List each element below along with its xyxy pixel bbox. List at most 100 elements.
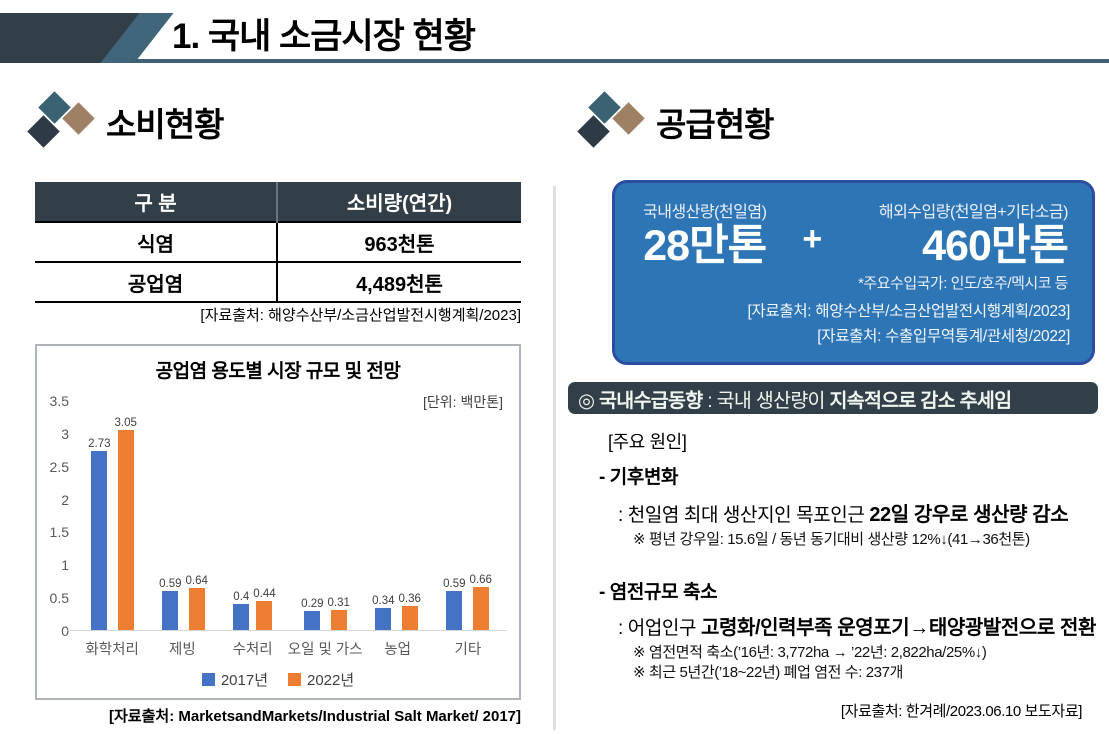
legend-item: 2022년: [288, 669, 354, 690]
cause-saltfarm-note1: ※ 염전면적 축소(’16년: 3,772ha → ’22년: 2,822ha/…: [633, 644, 987, 661]
bar-column: 0.4: [233, 590, 250, 630]
bar-column: 0.59: [443, 578, 466, 630]
y-tick-label: 3.5: [49, 393, 69, 409]
bar-column: 0.31: [328, 597, 350, 630]
chart-baseline: [67, 630, 507, 631]
bar-value-label: 0.34: [372, 594, 395, 607]
bar-value-label: 0.29: [301, 597, 324, 610]
bar-column: 0.59: [159, 578, 182, 630]
category-label: 수처리: [232, 642, 273, 658]
cause-climate-line-pre: : 천일염 최대 생산지인 목포인근: [618, 505, 870, 526]
cause-saltfarm-line: : 어업인구 고령화/인력부족 운영포기→태양광발전으로 전환: [618, 611, 1096, 640]
y-tick-label: 2: [61, 491, 69, 508]
table-row: 식염 963천톤: [35, 221, 521, 263]
cause-saltfarm-note2: ※ 최근 5년간(’18~22년) 폐업 염전 수: 237개: [633, 664, 903, 681]
category-label: 제빙: [169, 642, 196, 658]
cause-climate-note: ※ 평년 강우일: 15.6일 / 동년 동기대비 생산량 12%↓(41→36…: [633, 531, 1030, 548]
y-tick-label: 1.5: [49, 524, 69, 541]
bar-value-label: 0.66: [469, 573, 492, 586]
news-source-caption: [자료출처: 한겨례/2023.06.10 보도자료]: [840, 703, 1082, 720]
table-row: 공업염 4,489천톤: [35, 261, 521, 303]
chart-source-caption: [자료출처: MarketsandMarkets/Industrial Salt…: [109, 708, 521, 725]
cell-amount: 4,489천톤: [277, 261, 521, 303]
trend-badge-bold1: ◎ 국내수급동향: [578, 389, 703, 412]
import-label: 해외수입량(천일염+기타소금): [878, 204, 1069, 221]
bar-2017년-기타: [446, 591, 463, 630]
y-tick-label: 2.5: [49, 458, 69, 475]
supply-heading: 공급현황: [656, 106, 774, 143]
page-title: 1. 국내 소금시장 현황: [172, 17, 476, 56]
bar-value-label: 3.05: [114, 416, 137, 429]
chart-legend: 2017년 2022년: [37, 669, 519, 690]
bar-value-label: 2.73: [88, 437, 111, 450]
bar-2022년-기타: [472, 586, 489, 630]
bar-value-label: 0.36: [398, 593, 421, 606]
bar-value-label: 0.64: [185, 574, 208, 587]
bar-group-기타: 0.59 0.66: [432, 574, 503, 630]
cause-saltfarm-title: - 염전규모 축소: [599, 582, 718, 603]
bar-value-label: 0.31: [327, 596, 350, 609]
y-tick-label: 3: [61, 425, 69, 442]
bar-2022년-제빙: [188, 587, 205, 630]
supply-summary-box: 국내생산량(천일염) 28만톤 + 해외수입량(천일염+기타소금) 460만톤 …: [612, 180, 1095, 365]
chart-title: 공업염 용도별 시장 규모 및 전망: [155, 361, 401, 382]
cause-saltfarm-line-pre: : 어업인구: [618, 618, 701, 639]
legend-label: 2022년: [307, 672, 355, 689]
header-banner: 1. 국내 소금시장 현황: [0, 13, 1109, 63]
industrial-salt-chart: 공업염 용도별 시장 규모 및 전망 [단위: 백만톤] 0 0.5 1 1.5 2 2.…: [35, 344, 521, 700]
diamond-bullet-icon: [26, 91, 98, 154]
bar-column: 3.05: [115, 417, 137, 630]
bar-2022년-화학처리: [117, 429, 134, 630]
category-label: 오일 및 가스: [287, 642, 363, 658]
table-source-caption: [자료출처: 해양수산부/소금산업발전시행계획/2023]: [200, 307, 521, 324]
cell-category: 식염: [35, 221, 278, 263]
bar-2017년-수처리: [233, 603, 250, 630]
bar-2017년-오일 및 가스: [304, 610, 321, 630]
consumption-table: 구 분 소비량(연간) 식염 963천톤 공업염 4,489천톤: [35, 182, 521, 303]
y-tick-label: 0: [61, 623, 69, 639]
cause-saltfarm-line-bold: 고령화/인력부족 운영포기→태양광발전으로 전환: [700, 617, 1097, 639]
chart-y-axis: 0 0.5 1 1.5 2 2.5 3 3.5: [37, 393, 69, 639]
bar-2022년-농업: [401, 606, 418, 630]
bar-2022년-수처리: [256, 601, 273, 630]
bar-column: 0.44: [253, 588, 276, 630]
bar-value-label: 0.59: [443, 578, 466, 591]
bar-column: 0.66: [470, 574, 492, 630]
col-header-category: 구 분: [35, 182, 278, 222]
title-underline: [130, 59, 1109, 63]
cause-climate-line-bold: 22일 강우로 생산량 감소: [869, 504, 1069, 526]
trend-badge-bold2: 지속적으로 감소 추세임: [829, 389, 1013, 412]
y-tick-label: 1: [61, 557, 69, 574]
cell-amount: 963천톤: [277, 221, 521, 263]
column-divider: [553, 186, 556, 730]
bar-group-농업: 0.34 0.36: [361, 593, 432, 630]
plus-sign: +: [802, 220, 823, 258]
supply-row: 국내생산량(천일염) 28만톤 + 해외수입량(천일염+기타소금) 460만톤 …: [615, 183, 1092, 293]
legend-swatch: [288, 673, 301, 686]
category-label: 화학처리: [85, 642, 139, 658]
legend-label: 2017년: [220, 672, 268, 689]
y-tick-label: 0.5: [49, 590, 69, 607]
consumption-heading: 소비현황: [106, 106, 224, 143]
bar-value-label: 0.4: [233, 590, 250, 603]
legend-swatch: [201, 673, 215, 686]
bar-2022년-오일 및 가스: [330, 609, 347, 630]
cell-category: 공업염: [35, 261, 278, 303]
import-cell: 해외수입량(천일염+기타소금) 460만톤 *주요수입국가: 인도/호주/멕시코…: [858, 198, 1069, 293]
legend-item: 2017년: [201, 669, 268, 690]
bar-2017년-화학처리: [91, 450, 108, 630]
domestic-production-label: 국내생산량(천일염): [643, 204, 767, 221]
causes-title: [주요 원인]: [608, 432, 687, 452]
chart-plot: 2.73 3.05 0.59 0.64 0.4 0.44 0.29 0.31 0.34 0.36 0…: [77, 400, 503, 630]
category-label: 농업: [384, 642, 411, 658]
bar-group-제빙: 0.59 0.64: [148, 575, 219, 630]
cause-climate-title: - 기후변화: [599, 467, 679, 488]
category-label: 기타: [454, 642, 482, 658]
import-value: 460만톤: [922, 222, 1069, 270]
domestic-production-value: 28만톤: [643, 222, 767, 270]
col-header-amount: 소비량(연간): [277, 182, 521, 222]
bar-2017년-제빙: [162, 591, 179, 630]
trend-badge-mid: : 국내 생산량이: [702, 389, 830, 412]
cause-climate-line: : 천일염 최대 생산지인 목포인근 22일 강우로 생산량 감소: [618, 498, 1069, 527]
chart-categories: 화학처리 제빙 수처리 오일 및 가스 농업 기타: [77, 638, 503, 659]
